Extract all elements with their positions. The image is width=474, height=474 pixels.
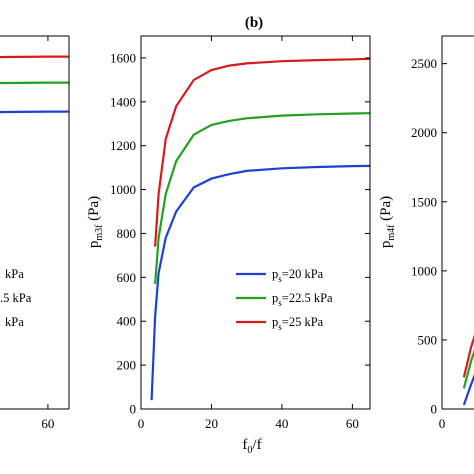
right-y-tick-label: 1500 (411, 194, 437, 209)
middle-legend-label: ps=25 kPa (272, 315, 324, 332)
right-y-tick-label: 0 (431, 402, 438, 417)
right-y-tick-label: 2500 (411, 56, 437, 71)
middle-y-tick-label: 200 (117, 358, 137, 373)
right-x-tick-label: 0 (439, 416, 446, 431)
middle-x-tick-label: 0 (138, 416, 145, 431)
middle-y-tick-label: 1000 (110, 182, 136, 197)
middle-x-axis-label: f0/f (242, 437, 261, 456)
middle-y-tick-label: 0 (130, 402, 137, 417)
left-series-line-red (0, 55, 69, 59)
left-series-line-green (0, 81, 69, 85)
right-plot-area (462, 334, 474, 406)
left-series-line-blue (0, 110, 69, 114)
left-x-tick-label: 60 (41, 416, 54, 431)
middle-series-line-blue (150, 164, 371, 401)
middle-series-line-green (154, 112, 371, 284)
right-y-axis-label: pm4f (Pa) (378, 196, 397, 248)
right-series-line-red (462, 334, 474, 378)
middle-frame (140, 35, 371, 410)
right-y-tick-label: 500 (418, 332, 438, 347)
middle-plot-area (150, 57, 371, 401)
middle-legend-label: ps=22.5 kPa (272, 291, 333, 308)
middle-y-tick-label: 1200 (110, 138, 136, 153)
middle-series-line-red (154, 57, 371, 247)
left-plot-area (0, 55, 69, 114)
left-legend-label: .5 kPa (0, 291, 32, 305)
right-panel: 0 500 1000 1500 2000 2500 0 pm4f (Pa) (378, 35, 474, 431)
middle-y-tick-label: 800 (117, 226, 137, 241)
middle-y-axis-label: pm3f (Pa) (86, 196, 105, 248)
panel-title: (b) (245, 15, 263, 31)
middle-legend-label: ps=20 kPa (272, 267, 324, 284)
middle-y-tick-label: 1400 (110, 94, 136, 109)
middle-x-tick-label: 60 (346, 416, 359, 431)
right-y-tick-label: 2000 (411, 125, 437, 140)
left-ticks: 60 (41, 36, 54, 431)
left-legend-label: kPa (5, 315, 24, 329)
middle-y-tick-label: 600 (117, 270, 137, 285)
right-series-line-blue (462, 373, 474, 406)
middle-legend: ps=20 kPa ps=22.5 kPa ps=25 kPa (236, 267, 333, 332)
middle-ticks: 0 200 400 600 800 1000 1200 1400 1600 0 20 40 60 (110, 36, 370, 431)
left-legend-label: kPa (5, 267, 24, 281)
middle-y-tick-label: 1600 (110, 50, 136, 65)
middle-x-tick-label: 40 (275, 416, 288, 431)
right-ticks: 0 500 1000 1500 2000 2500 0 (411, 56, 447, 431)
left-panel: 60 kPa .5 kPa kPa (0, 35, 70, 431)
middle-x-tick-label: 20 (205, 416, 218, 431)
right-series-line-green (462, 349, 474, 389)
right-y-tick-label: 1000 (411, 263, 437, 278)
left-legend: kPa .5 kPa kPa (0, 267, 32, 329)
middle-panel: 0 200 400 600 800 1000 1200 1400 1600 0 20 40 60 f0/… (86, 35, 371, 456)
middle-y-tick-label: 400 (117, 314, 137, 329)
